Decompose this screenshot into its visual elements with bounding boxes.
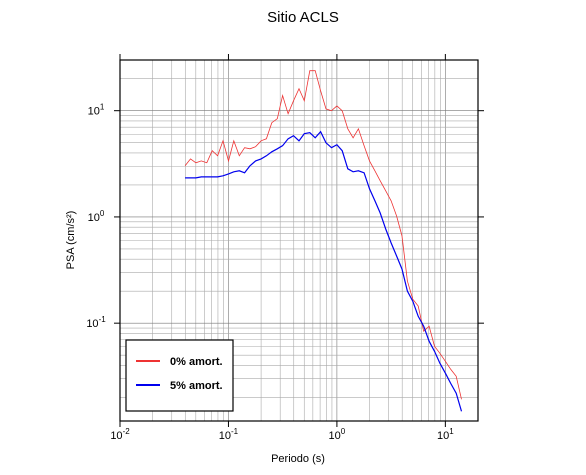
x-tick-label: 100 xyxy=(329,427,346,442)
legend-box xyxy=(125,339,234,412)
data-line xyxy=(184,70,462,400)
plot-frame xyxy=(119,59,479,422)
data-line xyxy=(185,130,463,412)
legend-label: 0% amort. xyxy=(170,356,223,368)
x-tick-label: 101 xyxy=(437,427,454,442)
y-tick-label: 10-1 xyxy=(86,315,106,330)
legend-label: 5% amort. xyxy=(170,380,223,392)
x-tick-label: 10-1 xyxy=(219,427,239,442)
y-tick-label: 101 xyxy=(88,103,105,118)
x-tick-label: 10-2 xyxy=(110,427,130,442)
x-axis-label: Periodo (s) xyxy=(271,453,325,465)
chart-title: Sitio ACLS xyxy=(267,9,339,26)
y-axis-label: PSA (cm/s²) xyxy=(65,211,77,270)
y-tick-label: 100 xyxy=(88,209,105,224)
